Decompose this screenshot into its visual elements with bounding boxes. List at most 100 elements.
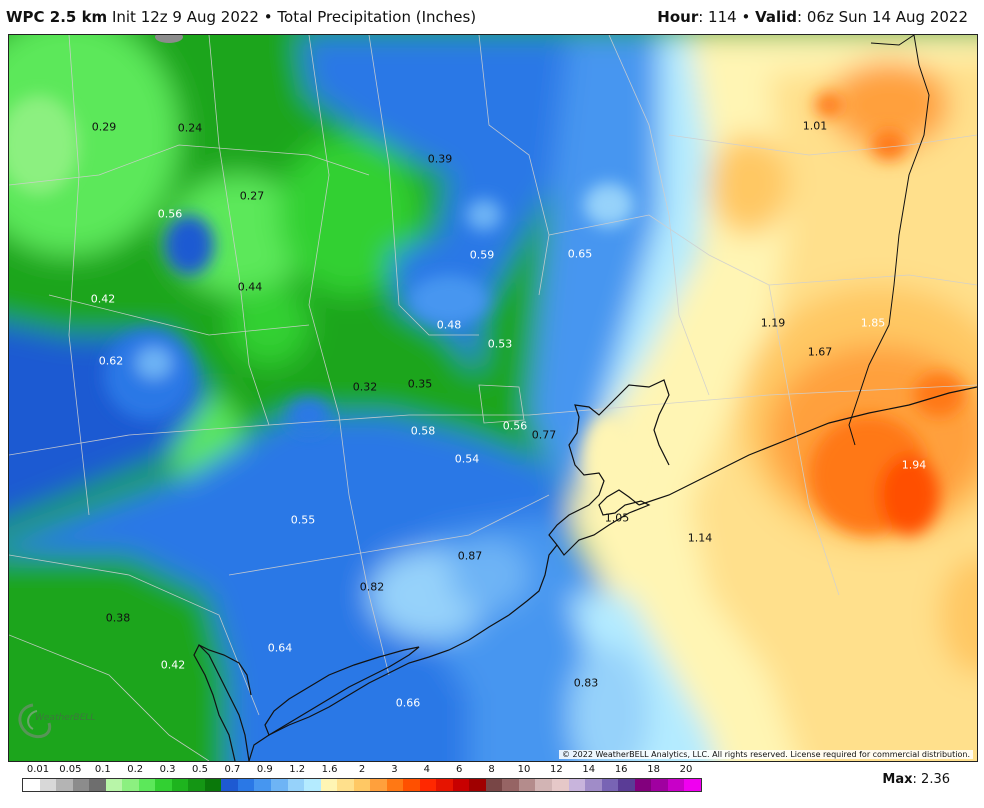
legend-tick-label: 10 — [517, 764, 531, 775]
legend-swatch — [568, 779, 586, 791]
precip-value-label: 0.42 — [90, 292, 116, 306]
legend-colorbar — [22, 778, 702, 792]
legend-swatch — [353, 779, 371, 791]
legend-tick-label: 16 — [614, 764, 628, 775]
legend-swatch — [485, 779, 503, 791]
valid-label: Valid — [755, 8, 798, 26]
hour-label: Hour — [657, 8, 699, 26]
bullet-separator-2: • — [741, 8, 751, 26]
precip-value-label: 0.59 — [469, 248, 495, 262]
legend-swatch — [651, 779, 668, 791]
precip-value-label: 1.94 — [901, 458, 927, 472]
precip-map[interactable]: 0.29 0.24 0.39 1.01 0.27 0.56 0.59 0.65 0.44 0.42… — [8, 34, 978, 762]
model-name: WPC 2.5 km — [6, 8, 108, 26]
legend-swatch — [337, 779, 354, 791]
legend-tick-label: 12 — [550, 764, 563, 775]
legend-swatch — [72, 779, 90, 791]
precip-value-label: 0.39 — [427, 152, 453, 166]
legend-tick-label: 0.05 — [59, 764, 82, 775]
precip-value-label: 0.83 — [573, 676, 599, 690]
legend-swatch — [618, 779, 635, 791]
legend-swatch — [386, 779, 404, 791]
legend-swatch — [304, 779, 321, 791]
legend-swatch — [370, 779, 387, 791]
precip-value-label: 0.42 — [160, 658, 186, 672]
header-left: WPC 2.5 km Init 12z 9 Aug 2022 • Total P… — [6, 8, 476, 26]
precip-base-layer — [9, 35, 977, 761]
legend-swatch — [204, 779, 222, 791]
precip-value-label: 0.65 — [567, 247, 593, 261]
max-label: Max — [882, 772, 913, 787]
legend-swatch — [122, 779, 139, 791]
precip-value-label: 1.14 — [687, 531, 713, 545]
legend-tick-label: 20 — [679, 764, 693, 775]
precip-detail-layer — [9, 93, 964, 535]
precip-value-label: 0.35 — [407, 377, 433, 391]
legend-swatch — [254, 779, 271, 791]
legend-swatch — [403, 779, 420, 791]
legend-swatch — [89, 779, 106, 791]
legend-tick-label: 1.6 — [321, 764, 338, 775]
max-value: : 2.36 — [912, 772, 950, 787]
legend-swatch — [634, 779, 652, 791]
legend-swatch — [39, 779, 57, 791]
precip-value-label: 1.67 — [807, 345, 833, 359]
precip-value-label: 0.27 — [239, 189, 265, 203]
precip-value-label: 0.55 — [290, 513, 316, 527]
legend-swatch — [155, 779, 172, 791]
legend-swatch — [684, 779, 701, 791]
header-right: Hour: 114 • Valid: 06z Sun 14 Aug 2022 — [657, 8, 968, 26]
precip-value-label: 0.58 — [410, 424, 436, 438]
precip-value-label: 0.77 — [531, 428, 557, 442]
precip-legend: 0.01 0.05 0.1 0.2 0.3 0.5 0.7 0.9 1.2 1.6 2 3 4 6 8 10 1… — [22, 762, 702, 796]
precip-field — [9, 35, 977, 761]
hour-value: : 114 — [698, 8, 737, 26]
legend-swatch — [287, 779, 305, 791]
max-value-readout: Max: 2.36 — [882, 772, 950, 787]
legend-tick-label: 0.9 — [256, 764, 273, 775]
precip-value-label: 0.38 — [105, 611, 131, 625]
legend-swatch — [237, 779, 255, 791]
precip-value-label: 0.24 — [177, 121, 203, 135]
legend-tick-label: 6 — [456, 764, 463, 775]
legend-swatch — [105, 779, 123, 791]
legend-tick-label: 0.5 — [192, 764, 208, 775]
legend-swatch — [138, 779, 156, 791]
legend-swatch — [320, 779, 338, 791]
precip-value-label: 0.44 — [237, 280, 263, 294]
precip-value-label: 1.85 — [860, 316, 886, 330]
legend-swatch — [535, 779, 552, 791]
legend-tick-label: 0.3 — [159, 764, 176, 775]
legend-swatch — [171, 779, 189, 791]
precip-value-label: 0.64 — [267, 641, 293, 655]
logo-swirl-icon — [18, 703, 52, 739]
legend-tick-label: 4 — [423, 764, 430, 775]
legend-swatch — [585, 779, 602, 791]
legend-swatch — [552, 779, 569, 791]
legend-swatch — [436, 779, 453, 791]
legend-swatch — [419, 779, 437, 791]
precip-value-label: 0.54 — [454, 452, 480, 466]
precip-value-label: 1.05 — [604, 511, 630, 525]
legend-tick-label: 0.1 — [94, 764, 111, 775]
minor-blob — [155, 35, 183, 43]
legend-swatch — [221, 779, 238, 791]
legend-swatch — [502, 779, 519, 791]
county-boundaries — [9, 35, 977, 761]
precip-value-label: 0.66 — [395, 696, 421, 710]
weatherbell-logo: WeatherBELL — [13, 699, 103, 743]
legend-swatch — [23, 779, 40, 791]
precip-value-label: 0.53 — [487, 337, 513, 351]
init-time: Init 12z 9 Aug 2022 — [111, 8, 259, 26]
legend-swatch — [601, 779, 619, 791]
precip-value-label: 1.19 — [760, 316, 786, 330]
product-name: Total Precipitation (Inches) — [277, 8, 477, 26]
precip-value-label: 0.56 — [502, 419, 528, 433]
legend-swatch — [452, 779, 470, 791]
precip-value-label: 1.01 — [802, 119, 828, 133]
legend-ticks: 0.01 0.05 0.1 0.2 0.3 0.5 0.7 0.9 1.2 1.6 2 3 4 6 8 10 1… — [22, 764, 702, 776]
legend-swatch — [270, 779, 288, 791]
valid-value: : 06z Sun 14 Aug 2022 — [797, 8, 968, 26]
legend-tick-label: 8 — [488, 764, 495, 775]
precip-value-label: 0.82 — [359, 580, 385, 594]
